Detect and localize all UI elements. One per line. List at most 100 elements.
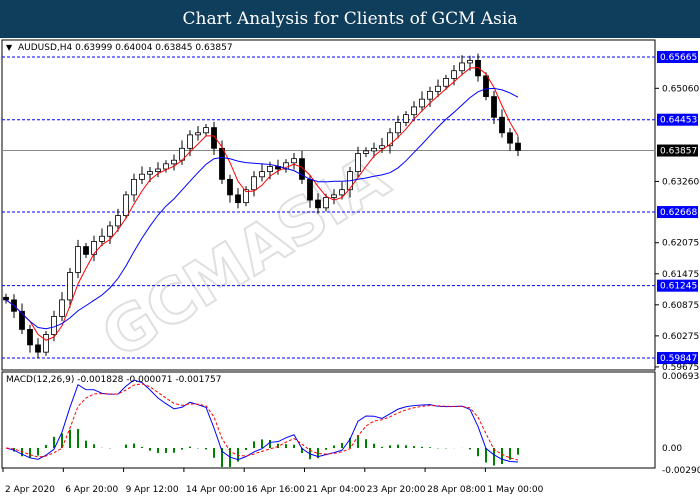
y-tick-label: 0.63260	[662, 177, 699, 187]
candle-body	[195, 132, 201, 136]
candle-body	[67, 272, 73, 301]
x-tick-label: 9 Apr 12:00	[126, 485, 179, 495]
candle-body	[187, 134, 193, 149]
level-label: 0.62668	[660, 208, 697, 218]
x-tick-label: 21 Apr 04:00	[307, 485, 366, 495]
level-label: 0.61245	[660, 282, 697, 292]
candle-body	[227, 178, 233, 196]
candle-body	[83, 246, 89, 255]
level-label: 0.64453	[660, 116, 697, 126]
current-price-label: 0.63857	[660, 147, 697, 157]
level-label: 0.59847	[660, 354, 697, 364]
candle-body	[139, 173, 145, 180]
candle-body	[475, 59, 481, 77]
candle-body	[211, 127, 217, 149]
candle-body	[43, 334, 49, 353]
x-tick-label: 28 Apr 08:00	[427, 485, 486, 495]
macd-panel	[1, 371, 656, 469]
candle-body	[3, 296, 9, 301]
candle-body	[147, 171, 153, 175]
candle-body	[243, 189, 249, 204]
candle-body	[499, 116, 505, 134]
x-tick-label: 6 Apr 20:00	[65, 485, 118, 495]
candle-body	[371, 147, 377, 152]
candle-body	[387, 132, 393, 147]
macd-y-tick-label: 0.00	[662, 444, 682, 454]
y-tick-label: 0.59675	[662, 363, 699, 373]
watermark: GCMASIA	[89, 140, 401, 372]
ma-slow-line	[5, 87, 519, 330]
candle-body	[219, 147, 225, 180]
candle-body	[323, 197, 329, 209]
candle-body	[59, 299, 65, 317]
candle-body	[19, 310, 25, 330]
level-label-bg	[657, 279, 698, 292]
candle-body	[355, 153, 361, 172]
x-tick-label: 2 Apr 2020	[5, 485, 55, 495]
macd-y-tick-label: 0.006938	[662, 372, 700, 382]
macd-label: MACD(12,26,9) -0.001828 -0.000071 -0.001…	[6, 375, 222, 385]
candle-body	[507, 132, 513, 144]
x-tick-label: 23 Apr 20:00	[367, 485, 426, 495]
signal-line	[5, 383, 519, 461]
candle-body	[203, 127, 209, 134]
x-tick-label: 14 Apr 00:00	[186, 485, 245, 495]
candle-body	[419, 98, 425, 108]
candle-body	[403, 114, 409, 123]
candle-body	[395, 122, 401, 134]
candle-body	[155, 168, 161, 172]
main-panel	[1, 39, 656, 371]
candle-body	[451, 70, 457, 79]
candle-body	[75, 246, 81, 273]
candle-body	[435, 85, 441, 92]
candle-body	[123, 194, 129, 216]
candle-body	[99, 235, 105, 242]
y-tick-label: 0.61475	[662, 270, 699, 280]
candle-body	[411, 106, 417, 116]
level-label-bg	[657, 352, 698, 364]
candle-body	[131, 178, 137, 196]
candle-body	[163, 163, 169, 170]
level-label-bg	[657, 206, 698, 219]
candle-body	[331, 194, 337, 198]
x-tick-label: 16 Apr 16:00	[246, 485, 305, 495]
level-label: 0.65665	[660, 53, 697, 63]
candle-body	[515, 142, 521, 151]
candle-body	[291, 158, 297, 164]
candle-body	[35, 344, 41, 353]
candle-body	[107, 225, 113, 237]
candle-body	[51, 316, 57, 335]
candle-body	[235, 194, 241, 204]
symbol-info: AUDUSD,H4 0.63999 0.64004 0.63845 0.6385…	[18, 43, 233, 53]
candle-body	[459, 62, 465, 72]
title-bar: Chart Analysis for Clients of GCM Asia	[0, 0, 700, 38]
candle-body	[267, 166, 273, 172]
candle-body	[307, 178, 313, 201]
candle-body	[171, 159, 177, 165]
x-tick-label: 1 May 00:00	[487, 485, 543, 495]
macd-line	[5, 379, 519, 463]
y-tick-label: 0.60275	[662, 332, 699, 342]
macd-y-tick-label: -0.002905	[662, 466, 700, 476]
candle-body	[27, 328, 33, 346]
candle-body	[467, 59, 473, 64]
candle-body	[115, 215, 121, 227]
candle-body	[259, 171, 265, 178]
candle-body	[299, 158, 305, 180]
candle-body	[251, 176, 257, 191]
candle-body	[363, 150, 369, 154]
candle-body	[491, 96, 497, 118]
menu-triangle-icon[interactable]: ▼	[6, 43, 13, 52]
y-tick-label: 0.65060	[662, 84, 699, 94]
y-tick-label: 0.62075	[662, 239, 699, 249]
y-tick-label: 0.60875	[662, 301, 699, 311]
level-label-bg	[657, 113, 698, 126]
ma-fast-line	[5, 66, 519, 341]
current-price-bg	[657, 144, 698, 157]
candle-body	[443, 78, 449, 87]
level-label-bg	[657, 51, 698, 63]
candle-body	[315, 199, 321, 209]
candle-body	[483, 75, 489, 97]
candle-body	[379, 145, 385, 149]
